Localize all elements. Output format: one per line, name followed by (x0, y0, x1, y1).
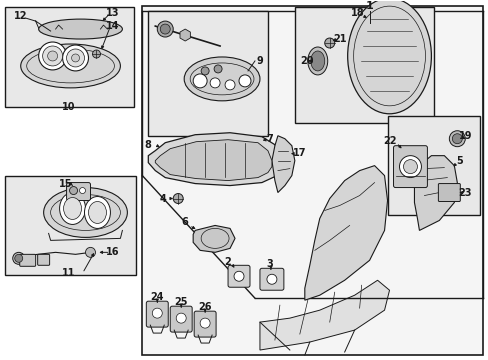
Text: 5: 5 (455, 156, 462, 166)
Circle shape (200, 318, 210, 328)
Text: 17: 17 (292, 148, 306, 158)
Bar (5, 7, 134, 107)
Circle shape (451, 134, 461, 144)
Ellipse shape (307, 47, 327, 75)
FancyBboxPatch shape (38, 254, 49, 265)
Circle shape (13, 252, 25, 264)
Polygon shape (148, 133, 279, 185)
Bar (142, 6, 482, 355)
Text: 23: 23 (458, 188, 471, 198)
FancyBboxPatch shape (260, 268, 284, 290)
Text: 18: 18 (350, 8, 364, 18)
Bar (294, 7, 433, 123)
Circle shape (399, 156, 421, 177)
Text: 19: 19 (458, 131, 471, 141)
Circle shape (403, 159, 417, 174)
Circle shape (80, 188, 85, 194)
Circle shape (92, 50, 100, 58)
Circle shape (69, 186, 78, 194)
Circle shape (39, 42, 66, 70)
Text: 14: 14 (105, 21, 119, 31)
Circle shape (448, 131, 465, 147)
Text: 15: 15 (59, 179, 72, 189)
Ellipse shape (347, 0, 430, 114)
Circle shape (201, 67, 209, 75)
FancyBboxPatch shape (227, 265, 249, 287)
Polygon shape (193, 225, 235, 252)
Ellipse shape (39, 19, 122, 39)
Text: 2: 2 (224, 257, 231, 267)
Ellipse shape (184, 57, 260, 101)
Circle shape (224, 80, 235, 90)
Ellipse shape (63, 198, 81, 220)
Circle shape (160, 24, 170, 34)
Circle shape (193, 74, 207, 88)
Circle shape (266, 274, 276, 284)
Circle shape (239, 75, 250, 87)
FancyBboxPatch shape (170, 306, 192, 332)
Polygon shape (304, 166, 387, 300)
Text: 6: 6 (182, 217, 188, 228)
Text: 13: 13 (105, 8, 119, 18)
Text: 20: 20 (300, 56, 313, 66)
Text: 7: 7 (266, 134, 273, 144)
FancyBboxPatch shape (393, 146, 427, 188)
Circle shape (157, 21, 173, 37)
Text: 1: 1 (365, 1, 373, 11)
Text: 22: 22 (382, 136, 395, 146)
Circle shape (210, 78, 220, 88)
Text: 9: 9 (256, 56, 263, 66)
Circle shape (85, 247, 95, 257)
Circle shape (71, 54, 80, 62)
Text: 11: 11 (61, 268, 75, 278)
Polygon shape (414, 156, 456, 230)
Bar (5, 176, 136, 275)
Text: 26: 26 (198, 302, 211, 312)
Polygon shape (260, 280, 389, 350)
Circle shape (62, 45, 88, 71)
Ellipse shape (20, 44, 120, 88)
Circle shape (173, 194, 183, 203)
Ellipse shape (43, 188, 127, 237)
FancyBboxPatch shape (20, 254, 36, 266)
Text: 12: 12 (14, 11, 27, 21)
FancyBboxPatch shape (146, 301, 168, 327)
Text: 21: 21 (332, 34, 346, 44)
Circle shape (214, 65, 222, 73)
Circle shape (15, 254, 22, 262)
Circle shape (324, 38, 334, 48)
Ellipse shape (310, 51, 324, 71)
Text: 24: 24 (150, 292, 163, 302)
Bar (387, 116, 479, 216)
Bar (148, 11, 267, 136)
Circle shape (66, 49, 84, 67)
Ellipse shape (60, 193, 85, 224)
Text: 4: 4 (160, 194, 166, 203)
FancyBboxPatch shape (66, 183, 90, 201)
Circle shape (234, 271, 244, 281)
Polygon shape (271, 136, 294, 193)
Text: 25: 25 (174, 297, 187, 307)
Circle shape (47, 51, 58, 61)
FancyBboxPatch shape (194, 311, 216, 337)
Circle shape (42, 46, 62, 66)
Polygon shape (155, 140, 271, 181)
FancyBboxPatch shape (437, 184, 459, 202)
Text: 3: 3 (266, 259, 273, 269)
Circle shape (176, 313, 186, 323)
Text: 10: 10 (61, 102, 75, 112)
Ellipse shape (84, 197, 110, 229)
Ellipse shape (88, 202, 106, 224)
Text: 16: 16 (105, 247, 119, 257)
Text: 8: 8 (144, 140, 151, 150)
Circle shape (152, 308, 162, 318)
